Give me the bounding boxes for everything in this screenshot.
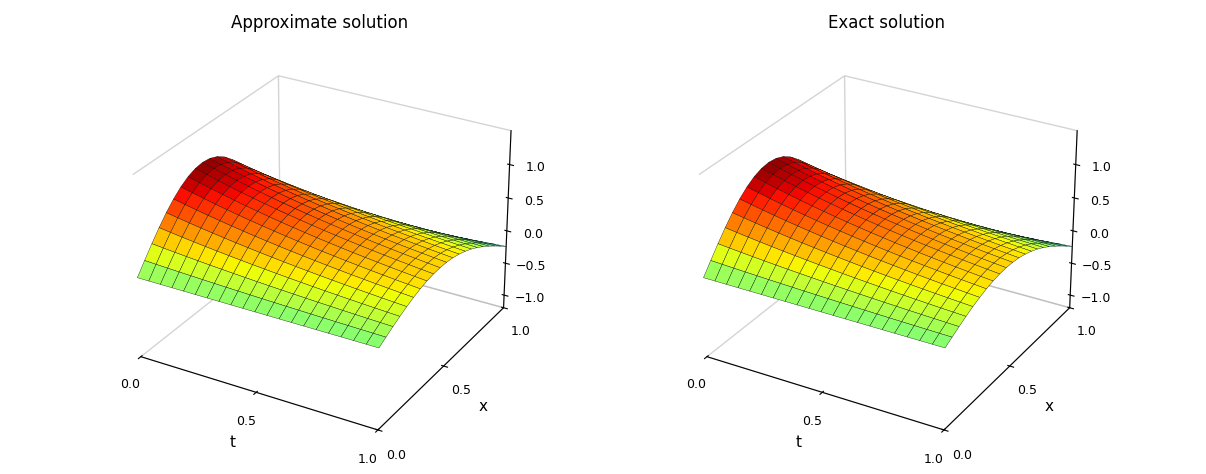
Title: Exact solution: Exact solution [827,14,944,32]
Title: Approximate solution: Approximate solution [232,14,409,32]
Y-axis label: x: x [479,399,487,414]
X-axis label: t: t [796,435,802,450]
Y-axis label: x: x [1044,399,1053,414]
X-axis label: t: t [229,435,235,450]
